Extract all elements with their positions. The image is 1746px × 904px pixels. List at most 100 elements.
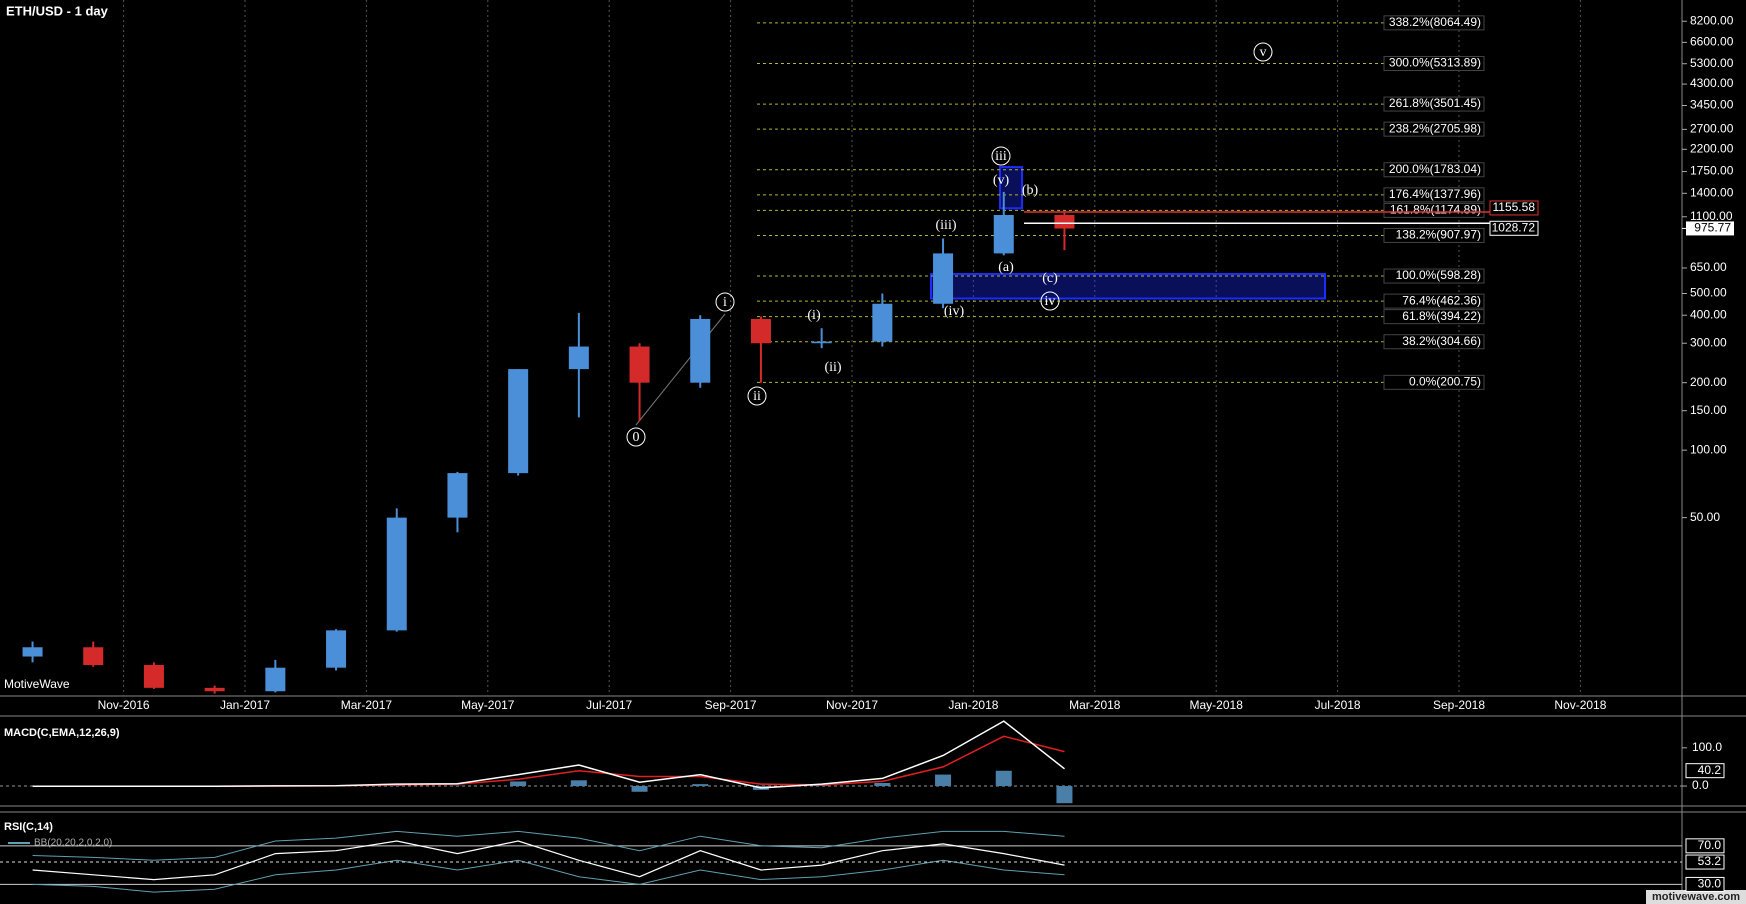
- fib-label-box: [1383, 309, 1485, 325]
- fib-label-box: [1383, 293, 1485, 309]
- y-tick-label: 2200.00: [1690, 141, 1734, 155]
- candle-body: [993, 215, 1014, 254]
- histogram-bar: [631, 786, 648, 792]
- x-tick-label: Jan-2017: [220, 698, 270, 712]
- candle-body: [629, 346, 650, 383]
- fib-label-box: [1383, 162, 1485, 178]
- wave-label: (i): [807, 308, 821, 323]
- macd-line: [32, 720, 1065, 789]
- x-tick-label: Jul-2017: [586, 698, 632, 712]
- wave-label: (c): [1042, 271, 1058, 286]
- histogram-bar: [510, 781, 527, 787]
- fib-label-box: [1383, 334, 1485, 350]
- fib-label: 176.4%(1377.96): [1389, 187, 1481, 201]
- fib-label-box: [1383, 96, 1485, 112]
- wave-circle: [1253, 42, 1273, 62]
- candle-body: [750, 318, 771, 344]
- fib-label: 76.4%(462.36): [1402, 293, 1481, 307]
- wave-circle: [626, 427, 646, 447]
- wave-label: (a): [998, 260, 1014, 275]
- histogram-bar: [935, 774, 952, 787]
- price-label: 1155.58: [1493, 200, 1536, 214]
- last-value-box: [1685, 763, 1725, 779]
- x-tick-label: May-2018: [1190, 698, 1244, 712]
- chart-title: ETH/USD - 1 day: [6, 3, 109, 18]
- target-zone: [999, 166, 1023, 210]
- y-tick-label: 30.0: [1698, 877, 1722, 891]
- y-tick-label: 4300.00: [1690, 76, 1734, 90]
- legend-label: BB(20,20,2,0,2,0): [34, 838, 112, 849]
- fib-label-box: [1383, 55, 1485, 71]
- last-value-label: 53.2: [1698, 854, 1722, 868]
- price-label-box: [1489, 200, 1539, 216]
- fib-label-box: [1383, 227, 1485, 243]
- fib-label: 0.0%(200.75): [1409, 375, 1481, 389]
- footer-box: [1646, 890, 1746, 904]
- fib-label: 138.2%(907.97): [1396, 228, 1481, 242]
- y-tick-label: 400.00: [1690, 307, 1727, 321]
- y-tick-label: 300.00: [1690, 335, 1727, 349]
- histogram-bar: [995, 770, 1012, 787]
- x-tick-label: Nov-2016: [98, 698, 150, 712]
- wave-label: iv: [1045, 294, 1056, 309]
- y-tick-label: 8200.00: [1690, 13, 1734, 27]
- y-tick-label: 1400.00: [1690, 185, 1734, 199]
- x-tick-label: Jul-2018: [1315, 698, 1361, 712]
- last-value-box: [1685, 854, 1725, 870]
- fib-label: 61.8%(394.22): [1402, 309, 1481, 323]
- band-line: [32, 830, 1065, 861]
- y-tick-box: [1685, 876, 1725, 892]
- y-tick-label: 150.00: [1690, 403, 1727, 417]
- wave-circle: [991, 146, 1011, 166]
- last-price-box: [1686, 221, 1734, 236]
- histogram-bar: [570, 780, 587, 787]
- wave-label: (iii): [936, 218, 957, 233]
- candle-body: [811, 341, 832, 344]
- fib-label: 200.0%(1783.04): [1389, 162, 1481, 176]
- candle-body: [22, 647, 43, 657]
- last-price-label: 975.77: [1694, 221, 1731, 235]
- wave-label: (iv): [944, 304, 965, 319]
- watermark: MotiveWave: [4, 677, 70, 691]
- y-tick-label: 500.00: [1690, 286, 1727, 300]
- wave-label: 0: [633, 430, 640, 445]
- histogram-bar: [692, 784, 709, 787]
- y-tick-label: 200.00: [1690, 375, 1727, 389]
- fib-label-box: [1383, 121, 1485, 137]
- x-tick-label: Jan-2018: [948, 698, 998, 712]
- y-tick-label: 50.00: [1690, 510, 1720, 524]
- y-tick-box: [1685, 838, 1725, 854]
- fib-label: 38.2%(304.66): [1402, 334, 1481, 348]
- histogram-bar: [388, 785, 405, 787]
- wave-circle: [1040, 291, 1060, 311]
- fib-label: 100.0%(598.28): [1396, 268, 1481, 282]
- wave-label: iii: [995, 149, 1007, 164]
- wave-label: i: [723, 295, 727, 310]
- candle-body: [508, 369, 529, 474]
- band-line: [32, 859, 1065, 893]
- fib-label-box: [1383, 15, 1485, 31]
- candle-body: [1054, 215, 1075, 229]
- panel-title: MACD(C,EMA,12,26,9): [4, 727, 120, 739]
- fib-label: 261.8%(3501.45): [1389, 96, 1481, 110]
- y-tick-label: 1750.00: [1690, 164, 1734, 178]
- candle-body: [933, 253, 954, 304]
- x-tick-label: Mar-2018: [1069, 698, 1121, 712]
- candle-body: [447, 473, 468, 518]
- histogram-bar: [874, 782, 891, 787]
- histogram-bar: [813, 785, 830, 787]
- candle-body: [143, 665, 164, 688]
- fib-label-box: [1383, 374, 1485, 390]
- x-tick-label: Mar-2017: [341, 698, 393, 712]
- y-tick-label: 100.0: [1692, 740, 1722, 754]
- fib-label: 338.2%(8064.49): [1389, 15, 1481, 29]
- y-tick-label: 6600.00: [1690, 35, 1734, 49]
- fib-label: 238.2%(2705.98): [1389, 121, 1481, 135]
- y-tick-label: 0.0: [1692, 778, 1709, 792]
- histogram-bar: [1056, 786, 1073, 804]
- y-tick-label: 70.0: [1698, 838, 1722, 852]
- target-zone: [930, 272, 1326, 300]
